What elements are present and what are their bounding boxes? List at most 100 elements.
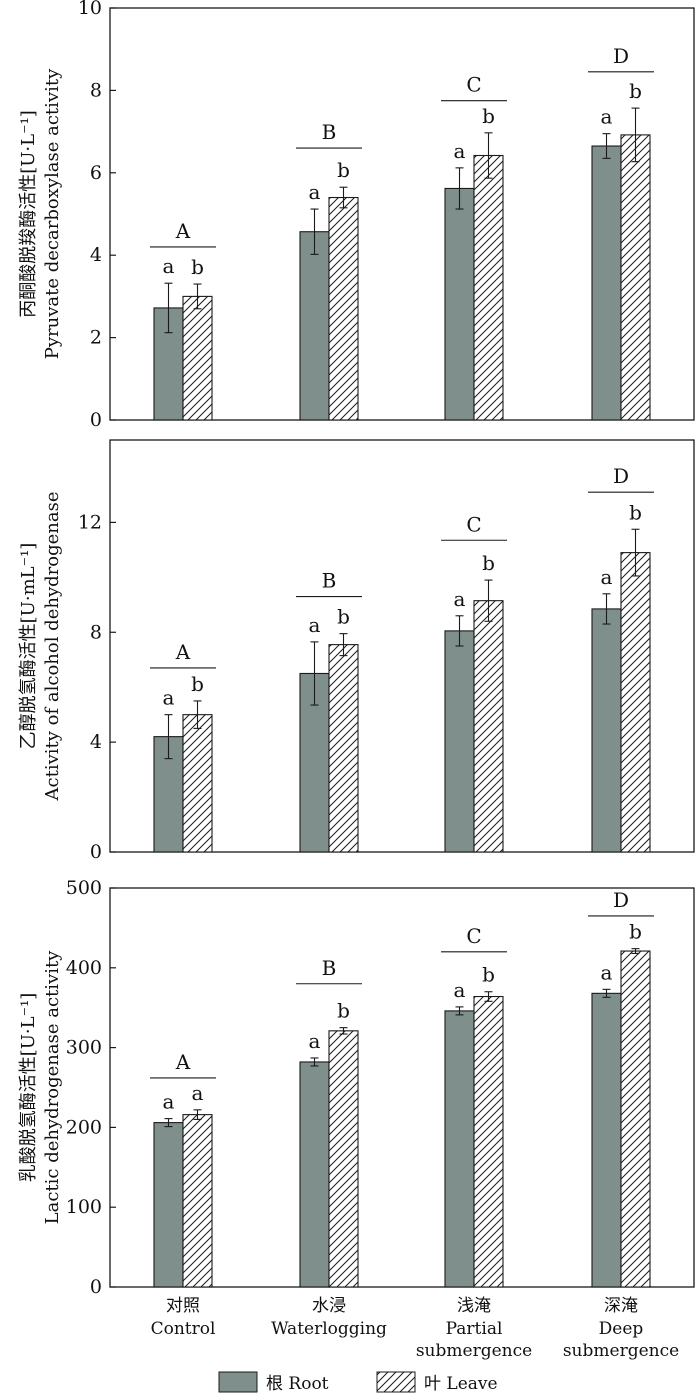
bar-leaf — [620, 552, 651, 853]
bar-root — [299, 231, 330, 421]
y-axis-label-zh: 乳酸脱氢酶活性[U·L⁻¹] — [18, 993, 39, 1183]
bar-root — [444, 630, 475, 853]
y-axis-label-en: Pyruvate decarboxylase activity — [42, 68, 63, 359]
group-letter: A — [175, 640, 191, 664]
legend-swatch-root — [218, 1371, 258, 1393]
y-axis-label-zh: 丙酮酸脱羧酶活性[U·L⁻¹] — [18, 110, 39, 318]
group-letter: A — [175, 219, 191, 243]
category-label-en: Partial — [446, 1319, 503, 1339]
bar-root — [444, 1010, 475, 1288]
plot-frame — [109, 439, 695, 853]
y-tick-label: 0 — [90, 409, 102, 431]
group-letter: D — [613, 44, 629, 68]
bar-leaf — [328, 644, 359, 853]
panel-3: 0 100 200 300 400 500 乳酸脱氢酶活性[U·L⁻¹] Lactic deh… — [18, 877, 695, 1298]
significance-letter: a — [601, 960, 613, 984]
panel-1: 0 2 4 6 8 10 丙酮酸脱羧酶活性[U·L⁻¹] Pyruvate decarboxy… — [18, 0, 695, 431]
y-tick-label: 8 — [90, 621, 102, 643]
bar-root — [591, 992, 622, 1288]
y-axis-label-zh: 乙醇脱氢酶活性[U·mL⁻¹] — [18, 543, 39, 750]
bar-root — [153, 1122, 184, 1288]
significance-letter: b — [337, 999, 350, 1023]
group-letter: B — [322, 569, 337, 593]
plot-frame — [109, 7, 695, 421]
significance-letter: b — [191, 672, 204, 696]
significance-letter: a — [601, 105, 613, 129]
bar-root — [591, 608, 622, 853]
y-axis-label-en: Lactic dehydrogenase activity — [42, 950, 63, 1225]
significance-letter: a — [309, 1029, 321, 1053]
significance-letter: b — [629, 500, 642, 524]
bar-leaf — [620, 134, 651, 421]
group-letter: A — [175, 1050, 191, 1074]
group-letter: D — [613, 888, 629, 912]
significance-letter: a — [192, 1081, 204, 1105]
bar-leaf — [620, 950, 651, 1288]
significance-letter: b — [337, 158, 350, 182]
bar-root — [444, 187, 475, 421]
bar-root — [299, 1061, 330, 1288]
y-tick-label: 0 — [90, 1276, 102, 1298]
group-letter: C — [466, 924, 481, 948]
category-label-zh: 水浸 — [312, 1296, 346, 1316]
bar-leaf — [182, 1114, 213, 1288]
legend-label-leaf: 叶 Leave — [424, 1374, 498, 1394]
group-letter: C — [466, 512, 481, 536]
y-tick-label: 500 — [66, 877, 102, 899]
bar-leaf — [473, 600, 504, 853]
group-letter: D — [613, 464, 629, 488]
y-tick-label: 100 — [66, 1196, 102, 1218]
legend-label-root: 根 Root — [266, 1374, 329, 1394]
category-label-zh: 深淹 — [604, 1296, 638, 1316]
group-letter: C — [466, 73, 481, 97]
y-tick-label: 10 — [78, 0, 102, 19]
category-label-zh: 浅淹 — [457, 1296, 491, 1316]
legend-swatch-leaf — [376, 1371, 416, 1393]
y-tick-label: 400 — [66, 957, 102, 979]
y-tick-label: 0 — [90, 841, 102, 863]
significance-letter: a — [163, 686, 175, 710]
bar-root — [591, 145, 622, 421]
significance-letter: a — [309, 180, 321, 204]
category-label-en: Control — [151, 1319, 216, 1339]
category-label-zh: 对照 — [166, 1296, 200, 1316]
group-letter: B — [322, 956, 337, 980]
y-tick-label: 8 — [90, 79, 102, 101]
bar-leaf — [473, 995, 504, 1288]
category-label-en: submergence — [563, 1341, 679, 1361]
y-tick-label: 2 — [90, 327, 102, 349]
legend: 根 Root 叶 Leave — [218, 1371, 498, 1394]
panel-2: 0 4 8 12 乙醇脱氢酶活性[U·mL⁻¹] Activity of alcohol … — [18, 439, 695, 863]
y-tick-label: 4 — [90, 731, 102, 753]
significance-letter: a — [309, 613, 321, 637]
significance-letter: b — [629, 79, 642, 103]
y-tick-label: 6 — [90, 162, 102, 184]
significance-letter: a — [454, 978, 466, 1002]
significance-letter: a — [163, 1090, 175, 1114]
significance-letter: b — [337, 605, 350, 629]
group-letter: B — [322, 120, 337, 144]
significance-letter: a — [601, 565, 613, 589]
y-tick-label: 300 — [66, 1037, 102, 1059]
significance-letter: a — [454, 139, 466, 163]
significance-letter: a — [454, 587, 466, 611]
y-tick-label: 200 — [66, 1116, 102, 1138]
significance-letter: b — [482, 551, 495, 575]
bar-leaf — [182, 295, 213, 421]
significance-letter: b — [482, 104, 495, 128]
y-tick-label: 12 — [78, 511, 102, 533]
significance-letter: a — [163, 254, 175, 278]
bar-leaf — [182, 714, 213, 853]
y-tick-label: 4 — [90, 244, 102, 266]
bar-leaf — [473, 154, 504, 421]
y-axis-label-en: Activity of alcohol dehydrogenase — [42, 492, 63, 802]
bar-leaf — [328, 196, 359, 421]
bar-leaf — [328, 1030, 359, 1288]
significance-letter: b — [191, 255, 204, 279]
category-label-en: Deep — [599, 1319, 644, 1339]
significance-letter: b — [482, 963, 495, 987]
category-label-en: submergence — [416, 1341, 532, 1361]
significance-letter: b — [629, 920, 642, 944]
category-label-en: Waterlogging — [271, 1319, 387, 1339]
